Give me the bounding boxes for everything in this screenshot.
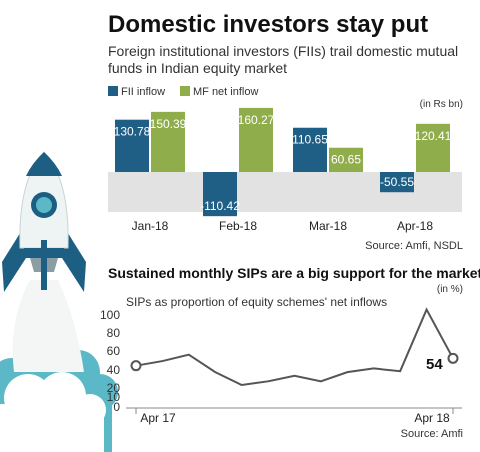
legend-label-mf: MF net inflow [193, 86, 258, 98]
sip-series-point [130, 360, 142, 372]
bar-legend: FII inflow MF net inflow [108, 86, 258, 98]
bar-category-label: Feb-18 [219, 219, 257, 233]
line-end-label: 54 [426, 356, 443, 373]
x-tick-label-start: Apr 17 [140, 411, 176, 425]
bar-category-label: Jan-18 [132, 219, 169, 233]
y-tick-label: 80 [107, 326, 121, 340]
line-y-axis: 100 80 60 40 20 10 0 [100, 308, 120, 414]
bar [416, 123, 450, 172]
legend-swatch-mf [180, 86, 190, 96]
bar [151, 111, 185, 172]
line-chart-title: Sustained monthly SIPs are a big support… [108, 265, 480, 281]
line-source: Source: Amfi [401, 428, 463, 440]
y-tick-label: 0 [113, 400, 120, 414]
bar [239, 107, 273, 172]
y-tick-label: 100 [100, 308, 120, 322]
bar-category-label: Mar-18 [309, 219, 347, 233]
bar-category-label: Apr-18 [397, 219, 433, 233]
bar [380, 172, 414, 193]
subtitle-line-1: Foreign institutional investors (FIIs) t… [108, 43, 458, 59]
bar-unit-note: (in Rs bn) [420, 99, 463, 110]
sip-series-line [135, 307, 454, 387]
bar-value-label: 110.65 [292, 133, 328, 147]
legend-swatch-fii [108, 86, 118, 96]
sip-series-point [447, 352, 459, 364]
line-ylabel: SIPs as proportion of equity schemes' ne… [126, 295, 387, 309]
y-tick-label: 60 [107, 344, 121, 358]
bar-value-label: 130.78 [114, 125, 151, 139]
legend-label-fii: FII inflow [121, 86, 165, 98]
page-title: Domestic investors stay put [108, 11, 428, 38]
bar-value-label: -50.55 [380, 175, 414, 189]
rocket-illustration [0, 151, 118, 452]
bar-value-label: 160.27 [238, 113, 275, 127]
x-tick-label-end: Apr 18 [414, 411, 450, 425]
bar-value-label: 60.65 [331, 153, 361, 167]
bar [293, 127, 327, 172]
bar-source: Source: Amfi, NSDL [365, 240, 463, 252]
rocket-icon [2, 151, 86, 292]
bar [203, 172, 237, 217]
exhaust-trail [12, 280, 84, 372]
subtitle-line-2: funds in Indian equity market [108, 60, 287, 76]
bar [329, 147, 363, 172]
bar [115, 119, 149, 172]
bar-value-label: -110.42 [200, 199, 240, 213]
y-tick-label: 40 [107, 363, 121, 377]
y-tick-label: 20 [107, 381, 121, 395]
line-unit-note: (in %) [437, 284, 463, 295]
bar-value-label: 120.41 [415, 129, 452, 143]
y-tick-label: 10 [107, 390, 121, 404]
bar-chart-plot: 130.78 -110.42 110.65 -50.55 150.39 160.27 60.… [114, 107, 452, 217]
line-chart-plot [130, 307, 459, 414]
bar-value-label: 150.39 [150, 117, 187, 131]
